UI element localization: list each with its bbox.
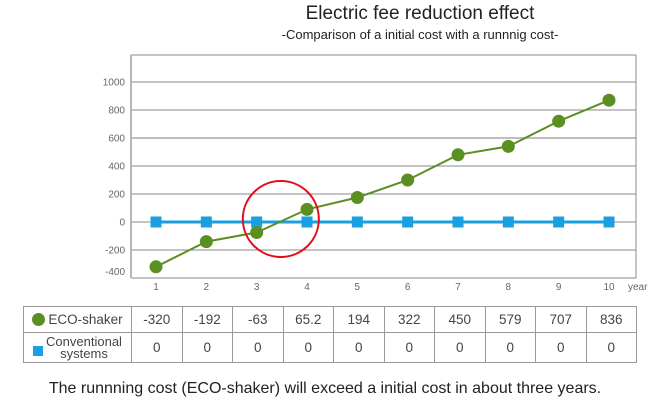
table-cell: 0 (535, 332, 587, 363)
table-cell: 0 (282, 332, 334, 363)
eco-shaker-data-point (250, 226, 264, 239)
table-cell: 0 (434, 332, 486, 363)
table-row-label: Conventional systems (23, 332, 132, 363)
conventional-data-point (200, 216, 212, 228)
conventional-data-point (351, 216, 363, 228)
eco-shaker-series-line (155, 99, 610, 268)
legend-label-conventional-line2: systems (60, 345, 108, 361)
table-cell: -320 (131, 306, 183, 333)
table-cell: 322 (383, 306, 435, 333)
x-tick-label: 4 (304, 282, 310, 293)
eco-shaker-data-point (149, 260, 163, 274)
x-tick-label: 2 (204, 282, 210, 293)
conventional-data-point (402, 216, 414, 228)
table-cell: 450 (434, 306, 486, 333)
conventional-data-point (150, 216, 162, 228)
x-axis-label: year (628, 282, 648, 293)
eco-shaker-data-point (552, 114, 566, 128)
table-cell: 579 (484, 306, 536, 333)
y-tick-label: 600 (108, 134, 125, 145)
x-tick-label: 3 (254, 282, 260, 293)
table-cell: 0 (383, 332, 435, 363)
conventional-data-point (251, 216, 263, 228)
table-cell: 65.2 (282, 306, 334, 333)
eco-shaker-data-point (401, 173, 415, 187)
table-cell: 0 (333, 332, 385, 363)
conventional-data-point (452, 216, 464, 228)
y-tick-label: 800 (108, 106, 125, 117)
y-tick-label: 400 (108, 162, 125, 173)
table-cell: 0 (232, 332, 284, 363)
table-row-eco-shaker: ECO-shaker -320 -192 -63 65.2 194 322 45… (23, 306, 637, 333)
y-tick-label: 200 (108, 190, 125, 201)
x-tick-label: 10 (603, 282, 615, 293)
legend-label-eco-shaker: ECO-shaker (48, 312, 123, 327)
x-tick-label: 7 (455, 282, 461, 293)
table-cell: 0 (484, 332, 536, 363)
conventional-data-point (502, 216, 514, 228)
x-tick-label: 1 (153, 282, 159, 293)
table-cell: -63 (232, 306, 284, 333)
y-tick-label: -400 (105, 267, 125, 278)
footer-note: The runnning cost (ECO-shaker) will exce… (48, 380, 602, 397)
x-tick-label: 9 (556, 282, 562, 293)
table-cell: 707 (535, 306, 587, 333)
line-chart: 1000 800 600 400 200 0 -200 -400 1 2 3 4 5 6 7 8 9 10 yea… (103, 54, 648, 293)
eco-shaker-data-point (602, 93, 616, 107)
blue-square-legend-icon (33, 345, 44, 356)
y-tick-label: 0 (119, 218, 125, 229)
crossover-highlight-circle (241, 180, 320, 258)
table-cell: 0 (181, 332, 233, 363)
table-cell: 836 (585, 306, 637, 333)
eco-shaker-data-point (451, 148, 465, 162)
x-tick-label: 5 (355, 282, 361, 293)
eco-shaker-data-point (350, 191, 364, 204)
eco-shaker-data-point (199, 235, 213, 249)
conventional-data-point (553, 216, 565, 228)
conventional-data-point (603, 216, 615, 228)
table-row-label: ECO-shaker (23, 306, 132, 333)
chart-title: Electric fee reduction effect (305, 3, 535, 24)
eco-shaker-data-point (300, 202, 314, 216)
data-table: ECO-shaker -320 -192 -63 65.2 194 322 45… (23, 306, 637, 363)
legend-label-conventional-line1: Conventional (46, 333, 122, 349)
table-cell: 0 (585, 332, 637, 363)
x-tick-label: 6 (405, 282, 411, 293)
eco-shaker-data-point (501, 139, 515, 153)
table-cell: 0 (131, 332, 183, 363)
x-tick-label: 8 (506, 282, 512, 293)
green-circle-legend-icon (32, 313, 46, 326)
y-tick-label: -200 (105, 246, 125, 257)
chart-subtitle: -Comparison of a initial cost with a run… (281, 27, 559, 42)
conventional-data-point (301, 216, 313, 228)
table-cell: 194 (333, 306, 385, 333)
y-tick-label: 1000 (103, 78, 126, 89)
table-row-conventional: Conventional systems 0 0 0 0 0 0 0 0 0 0 (23, 332, 637, 363)
table-cell: -192 (181, 306, 233, 333)
